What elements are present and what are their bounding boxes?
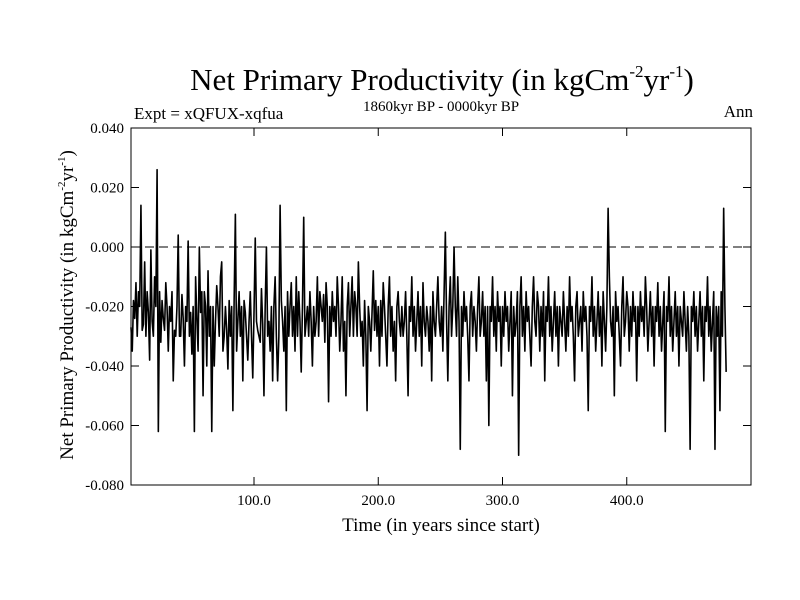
x-tick-label: 300.0 bbox=[486, 493, 520, 509]
y-tick-label: -0.020 bbox=[85, 300, 124, 316]
chart-title-main: Net Primary Productivity (in kgCm bbox=[190, 62, 629, 97]
y-axis-label-end: ) bbox=[57, 150, 78, 156]
y-tick-label: -0.080 bbox=[85, 478, 124, 494]
chart-title-sup2: -1 bbox=[669, 62, 683, 81]
series-layer bbox=[130, 168, 727, 457]
x-tick-label: 400.0 bbox=[610, 493, 644, 509]
chart-title-end: ) bbox=[683, 62, 693, 97]
y-axis-label-sup1: -2 bbox=[56, 182, 68, 191]
y-tick-label: -0.060 bbox=[85, 419, 124, 435]
chart-title-mid: yr bbox=[643, 62, 670, 97]
expt-label: Expt = xQFUX-xqfua bbox=[134, 104, 284, 123]
y-axis-label-sup2: -1 bbox=[56, 157, 68, 166]
period-label: 1860kyr BP - 0000kyr BP bbox=[363, 99, 519, 115]
y-axis-label: Net Primary Productivity (in kgCm-2yr-1) bbox=[56, 150, 78, 460]
x-tick-label: 200.0 bbox=[361, 493, 395, 509]
x-tick-label: 100.0 bbox=[237, 493, 271, 509]
y-tick-label: 0.000 bbox=[90, 240, 124, 256]
season-label: Ann bbox=[724, 102, 754, 121]
y-tick-label: 0.040 bbox=[90, 121, 124, 137]
y-tick-label: 0.020 bbox=[90, 181, 124, 197]
plot-frame bbox=[130, 127, 752, 486]
y-tick-label: -0.040 bbox=[85, 359, 124, 375]
y-axis-label-main: Net Primary Productivity (in kgCm bbox=[57, 190, 78, 459]
chart-title-sup1: -2 bbox=[629, 62, 643, 81]
y-axis-label-mid: yr bbox=[57, 165, 78, 182]
x-axis-label: Time (in years since start) bbox=[342, 515, 540, 536]
chart-title: Net Primary Productivity (in kgCm-2yr-1) bbox=[190, 62, 694, 97]
series-line-0 bbox=[130, 168, 727, 457]
